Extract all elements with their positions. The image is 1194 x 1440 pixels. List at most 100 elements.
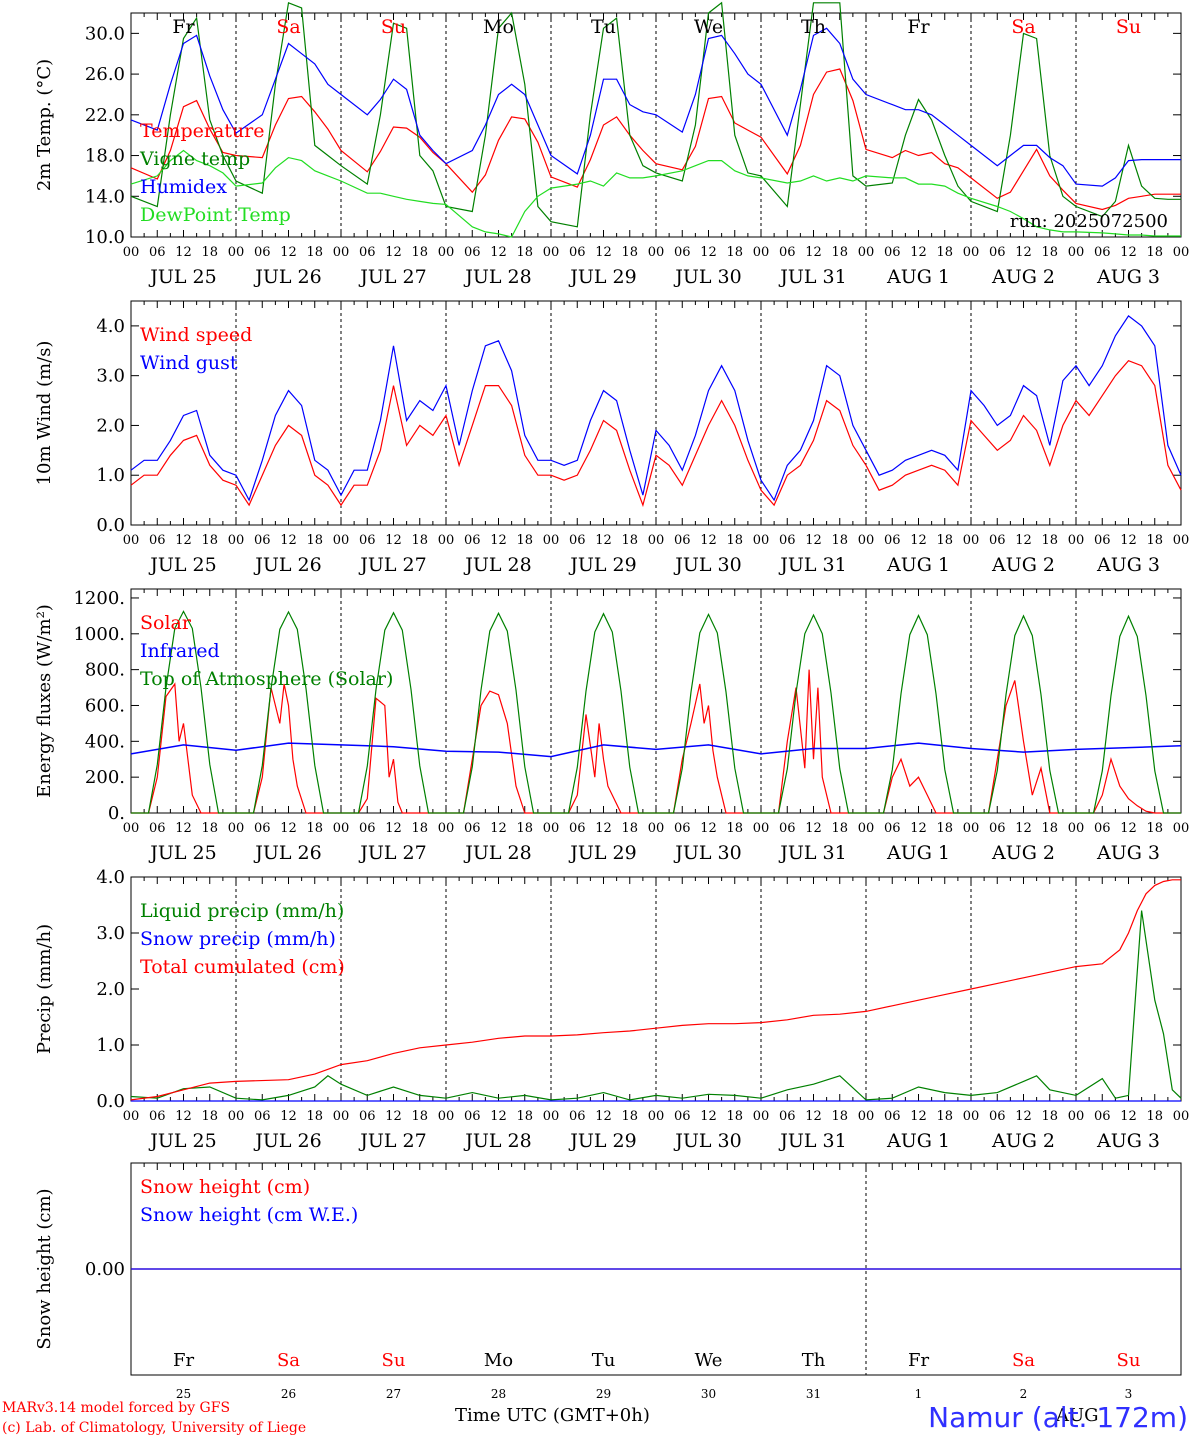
hour-tick-label: 00 — [753, 1109, 770, 1124]
legend-entry: Top of Atmosphere (Solar) — [140, 668, 393, 690]
hour-tick-label: 12 — [280, 533, 297, 548]
hour-tick-label: 06 — [674, 821, 691, 836]
hour-tick-label: 18 — [306, 1109, 323, 1124]
weekday-label: Tu — [591, 16, 616, 38]
date-label: JUL 27 — [358, 266, 426, 288]
hour-tick-label: 18 — [1041, 1109, 1058, 1124]
hour-tick-label: 12 — [1120, 1109, 1137, 1124]
weekday-label: Sa — [277, 1350, 300, 1371]
hour-tick-label: 18 — [306, 821, 323, 836]
hour-tick-label: 00 — [123, 533, 140, 548]
hour-tick-label: 06 — [254, 1109, 271, 1124]
hour-tick-label: 18 — [1041, 245, 1058, 260]
weekday-label: Th — [801, 16, 826, 38]
date-label: JUL 26 — [253, 1130, 321, 1152]
weekday-label: Su — [1116, 16, 1141, 38]
hour-tick-label: 06 — [464, 821, 481, 836]
day-number-label: 30 — [701, 1387, 716, 1400]
date-label: JUL 29 — [568, 266, 636, 288]
date-label: JUL 28 — [463, 266, 531, 288]
date-label: AUG 1 — [886, 1130, 950, 1152]
hour-tick-label: 06 — [569, 821, 586, 836]
hour-tick-label: 12 — [595, 533, 612, 548]
hour-tick-label: 12 — [595, 1109, 612, 1124]
hour-tick-label: 18 — [621, 1109, 638, 1124]
date-label: JUL 26 — [253, 842, 321, 864]
date-label: JUL 29 — [568, 1130, 636, 1152]
hour-tick-label: 06 — [884, 533, 901, 548]
hour-tick-label: 12 — [1015, 1109, 1032, 1124]
panel-frame — [130, 588, 1182, 814]
y-tick-label: 4.0 — [96, 316, 125, 337]
hour-tick-label: 00 — [963, 821, 980, 836]
weekday-label: Sa — [276, 16, 300, 38]
y-tick-label: 3.0 — [96, 923, 125, 944]
hour-tick-label: 12 — [700, 533, 717, 548]
legend-entry: Snow height (cm) — [140, 1176, 310, 1198]
series-line — [130, 27, 1181, 187]
hour-tick-label: 18 — [936, 821, 953, 836]
date-label: AUG 2 — [991, 842, 1055, 864]
date-label: AUG 2 — [991, 554, 1055, 576]
legend-entry: Wind gust — [140, 352, 238, 374]
run-label: run: 2025072500 — [1010, 211, 1168, 232]
copyright-credit: (c) Lab. of Climatology, University of L… — [2, 1420, 307, 1436]
hour-tick-label: 00 — [228, 821, 245, 836]
hour-tick-label: 06 — [359, 245, 376, 260]
hour-tick-label: 06 — [989, 533, 1006, 548]
hour-tick-label: 12 — [805, 1109, 822, 1124]
date-label: JUL 28 — [463, 1130, 531, 1152]
hour-tick-label: 00 — [543, 533, 560, 548]
date-label: JUL 27 — [358, 842, 426, 864]
hour-tick-label: 00 — [1068, 1109, 1085, 1124]
hour-tick-label: 06 — [359, 821, 376, 836]
hour-tick-label: 00 — [228, 245, 245, 260]
legend-entry: DewPoint Temp — [140, 204, 291, 226]
date-label: JUL 31 — [778, 1130, 846, 1152]
day-number-label: 28 — [491, 1387, 506, 1400]
y-tick-label: 22.0 — [85, 105, 125, 126]
hour-tick-label: 06 — [149, 1109, 166, 1124]
hour-tick-label: 18 — [1146, 533, 1163, 548]
hour-tick-label: 18 — [516, 533, 533, 548]
date-label: JUL 28 — [463, 842, 531, 864]
hour-tick-label: 06 — [779, 533, 796, 548]
y-tick-label: 2.0 — [96, 415, 125, 436]
panel-frame — [130, 300, 1182, 526]
y-tick-label: 2.0 — [96, 979, 125, 1000]
hour-tick-label: 00 — [123, 245, 140, 260]
hour-tick-label: 00 — [858, 1109, 875, 1124]
bottom-month-label: AUG — [1056, 1405, 1099, 1426]
hour-tick-label: 18 — [201, 533, 218, 548]
hour-tick-label: 00 — [438, 245, 455, 260]
hour-tick-label: 06 — [149, 533, 166, 548]
hour-tick-label: 18 — [1146, 821, 1163, 836]
hour-tick-label: 06 — [254, 533, 271, 548]
hour-tick-label: 12 — [280, 821, 297, 836]
date-label: AUG 2 — [991, 1130, 1055, 1152]
hour-tick-label: 00 — [963, 533, 980, 548]
hour-tick-label: 00 — [753, 245, 770, 260]
date-label: JUL 31 — [778, 554, 846, 576]
hour-tick-label: 12 — [280, 245, 297, 260]
hour-tick-label: 06 — [359, 533, 376, 548]
model-credit: MARv3.14 model forced by GFS — [2, 1400, 231, 1416]
hour-tick-label: 18 — [201, 821, 218, 836]
hour-tick-label: 00 — [543, 821, 560, 836]
legend-entry: Liquid precip (mm/h) — [140, 900, 344, 922]
hour-tick-label: 12 — [910, 1109, 927, 1124]
hour-tick-label: 12 — [1120, 245, 1137, 260]
hour-tick-label: 06 — [674, 245, 691, 260]
hour-tick-label: 12 — [805, 533, 822, 548]
hour-tick-label: 18 — [411, 533, 428, 548]
day-number-label: 3 — [1125, 1387, 1133, 1400]
hour-tick-label: 00 — [228, 1109, 245, 1124]
date-label: JUL 30 — [673, 554, 741, 576]
day-number-label: 25 — [176, 1387, 191, 1400]
hour-tick-label: 06 — [1094, 821, 1111, 836]
hour-tick-label: 00 — [1173, 533, 1190, 548]
weekday-label: Tu — [592, 1350, 616, 1371]
hour-tick-label: 12 — [385, 533, 402, 548]
hour-tick-label: 12 — [1120, 533, 1137, 548]
weekday-label: Th — [802, 1350, 826, 1371]
